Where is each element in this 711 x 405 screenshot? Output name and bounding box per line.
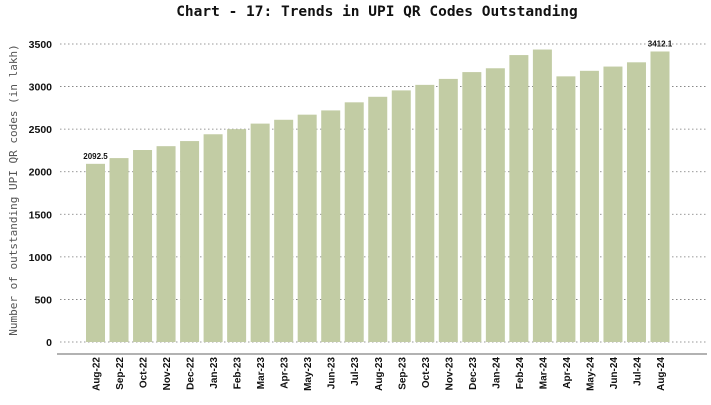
y-tick-label: 500 — [34, 294, 52, 306]
bar — [133, 150, 153, 342]
x-tick-label: Nov-22 — [162, 357, 173, 391]
x-tick-label: Oct-22 — [139, 357, 150, 389]
bar — [368, 96, 388, 342]
y-tick-label: 3500 — [29, 39, 53, 51]
x-tick-label: Sep-22 — [115, 357, 126, 390]
x-tick-label: Feb-23 — [233, 357, 244, 390]
bar — [156, 146, 176, 342]
x-tick-label: Jul-24 — [632, 357, 643, 386]
x-tick-label: Jul-23 — [350, 357, 361, 386]
x-tick-label: Jan-24 — [491, 357, 502, 389]
bar — [274, 119, 294, 342]
x-tick-label: Aug-22 — [92, 357, 103, 391]
y-axis-label: Number of outstanding UPI QR codes (in l… — [7, 44, 20, 335]
y-axis-ticks: 0 500 1000 1500 2000 2500 3000 3500 — [29, 39, 53, 349]
data-label: 3412.1 — [648, 39, 673, 48]
x-tick-label: Mar-24 — [538, 357, 549, 390]
x-tick-label: Oct-23 — [421, 357, 432, 389]
data-label: 2092.5 — [83, 152, 108, 161]
bar — [415, 84, 435, 343]
bar — [626, 62, 646, 342]
x-tick-label: Jun-24 — [609, 357, 620, 390]
y-tick-label: 2000 — [29, 167, 53, 179]
bar — [532, 49, 552, 342]
bar — [391, 90, 411, 342]
x-tick-label: Feb-24 — [515, 357, 526, 390]
bar — [109, 158, 129, 342]
bar — [321, 110, 341, 342]
y-tick-label: 3000 — [29, 82, 53, 94]
y-tick-label: 1000 — [29, 252, 53, 264]
x-tick-label: Dec-23 — [468, 357, 479, 390]
bar — [203, 134, 223, 342]
bars — [86, 49, 670, 343]
x-tick-label: Apr-23 — [280, 357, 291, 389]
y-tick-label: 1500 — [29, 209, 53, 221]
chart-title: Chart - 17: Trends in UPI QR Codes Outst… — [176, 4, 578, 20]
bar — [86, 163, 105, 342]
x-tick-label: May-23 — [303, 357, 314, 391]
y-tick-label: 2500 — [29, 124, 53, 136]
x-tick-label: May-24 — [585, 357, 596, 391]
x-tick-label: Mar-23 — [256, 357, 267, 390]
x-tick-label: Nov-23 — [444, 357, 455, 391]
bar — [556, 76, 576, 343]
x-tick-label: Jun-23 — [327, 357, 338, 390]
bar — [650, 51, 670, 342]
bar — [579, 70, 599, 342]
x-tick-label: Dec-22 — [186, 357, 197, 390]
bar — [180, 141, 200, 342]
bar — [344, 102, 364, 342]
y-tick-label: 0 — [46, 337, 52, 349]
bar — [438, 78, 458, 342]
x-axis-ticks: Aug-22 Sep-22 Oct-22 Nov-22 Dec-22 Jan-23 Feb-… — [92, 357, 668, 391]
bar — [227, 129, 247, 342]
bar — [509, 55, 529, 342]
x-tick-label: Aug-23 — [374, 357, 385, 391]
bar — [462, 72, 482, 343]
bar — [297, 114, 317, 342]
x-tick-label: Sep-23 — [397, 357, 408, 390]
data-labels: 2092.5 3412.1 — [83, 39, 673, 160]
bar — [250, 123, 270, 342]
x-tick-label: Jan-23 — [209, 357, 220, 389]
bar — [603, 66, 623, 342]
x-tick-label: Aug-24 — [656, 357, 667, 391]
x-tick-label: Apr-24 — [562, 357, 573, 389]
bar — [485, 68, 505, 342]
